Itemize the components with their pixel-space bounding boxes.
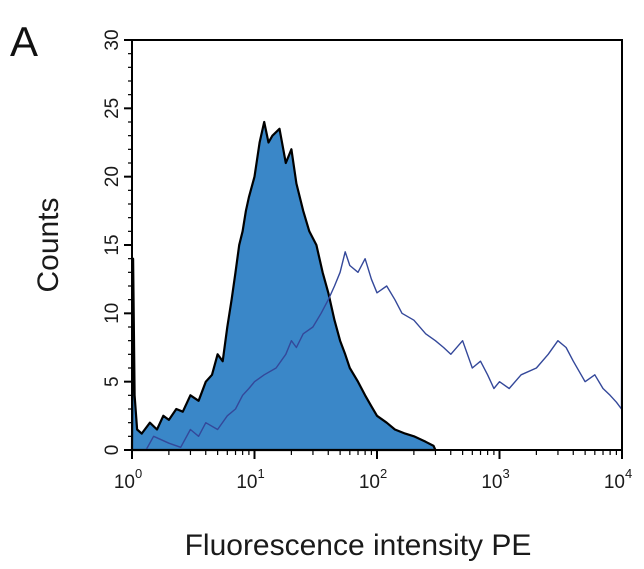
y-tick-label: 25: [102, 98, 123, 119]
histogram-line-series: [145, 251, 623, 451]
y-axis-title: Counts: [32, 197, 65, 292]
y-tick-label: 0: [102, 445, 123, 456]
y-tick-label: 30: [102, 29, 123, 50]
x-tick-label: 103: [481, 466, 509, 493]
x-tick-label: 104: [604, 466, 632, 493]
y-tick-label: 15: [102, 234, 123, 255]
plot-area: [130, 120, 623, 452]
y-tick-label: 10: [102, 303, 123, 324]
histogram-filled-series: [130, 120, 437, 452]
x-tick-label: 100: [114, 466, 142, 493]
y-tick-label: 5: [102, 376, 123, 387]
panel-label: A: [10, 18, 38, 65]
y-tick-label: 20: [102, 166, 123, 187]
axes: 0 5 10 15 20 25 30 100 101 102 103 104: [102, 29, 632, 493]
x-tick-label: 101: [236, 466, 264, 493]
x-tick-label: 102: [359, 466, 387, 493]
x-axis-title: Fluorescence intensity PE: [185, 529, 532, 562]
